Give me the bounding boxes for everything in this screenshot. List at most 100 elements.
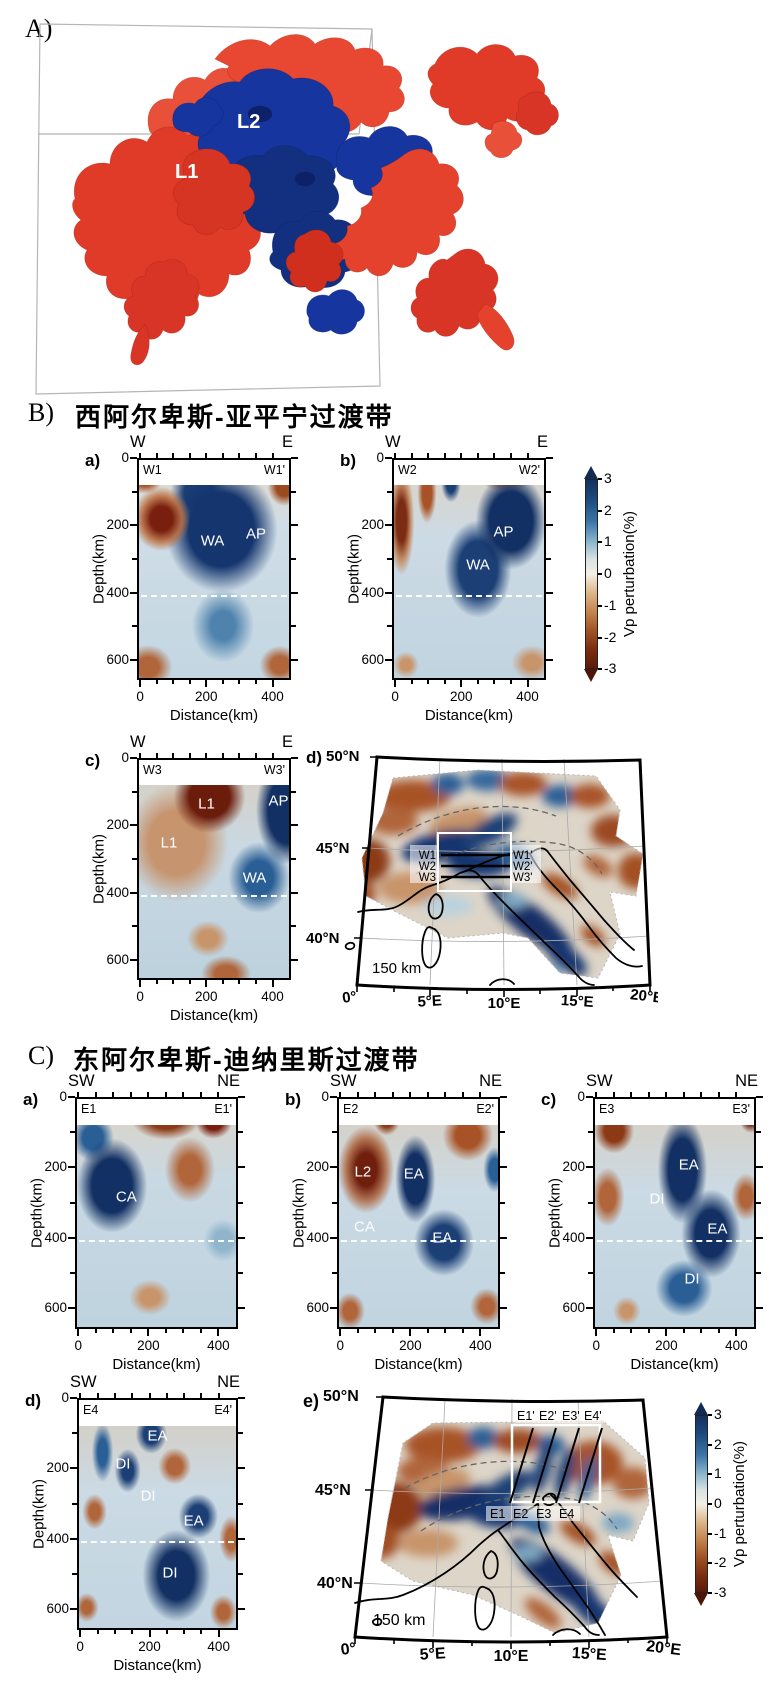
- direction-label-right: NE: [217, 1373, 240, 1391]
- anomaly-label: DI: [649, 1190, 665, 1208]
- panel-b-title: 西阿尔卑斯-亚平宁过渡带: [75, 402, 394, 432]
- direction-label-left: W: [385, 433, 401, 451]
- axis-tick: [130, 524, 137, 527]
- axis-tick: [332, 1271, 337, 1274]
- profile-end-label: E4': [214, 1403, 232, 1417]
- axis-tick: [588, 1201, 593, 1204]
- axis-tick: [164, 1329, 167, 1333]
- axis-tick: [147, 1092, 150, 1097]
- colorbar-tick: 0: [598, 565, 612, 581]
- axis-tick: [148, 1393, 151, 1398]
- axis-tick: [70, 1131, 75, 1134]
- profile-label: E2': [539, 1409, 557, 1423]
- profile-label: E4: [559, 1507, 574, 1521]
- direction-label-left: W: [130, 733, 146, 751]
- anomaly-label: EA: [707, 1220, 728, 1238]
- axis-tick: [385, 524, 392, 527]
- axis-tick: [238, 1467, 245, 1470]
- axis-tick: [291, 490, 296, 493]
- axis-tick: [255, 680, 257, 684]
- depth-tick-label: 0: [61, 1390, 69, 1405]
- axis-tick: [291, 790, 296, 793]
- axis-tick: [238, 1201, 243, 1204]
- distance-tick-label: 0: [136, 989, 144, 1004]
- direction-label-left: SW: [586, 1072, 613, 1090]
- lon-label: 0°: [341, 988, 357, 1007]
- cross-section-plot: E1 E1' CA: [75, 1097, 238, 1329]
- axis-tick: [546, 557, 551, 560]
- direction-label-right: E: [281, 733, 293, 751]
- axis-tick: [391, 1329, 394, 1333]
- distance-tick-label: 200: [195, 989, 218, 1004]
- axis-tick: [291, 891, 298, 894]
- anomaly-label: L2: [354, 1163, 372, 1181]
- depth-tick-label: 0: [376, 450, 384, 465]
- axis-tick: [291, 925, 296, 928]
- axis-tick: [148, 1630, 151, 1637]
- panel-a: A): [0, 0, 783, 400]
- axis-tick: [387, 625, 392, 628]
- profile-end-label: E3': [732, 1102, 750, 1116]
- axis-tick: [479, 1092, 482, 1097]
- distance-tick-label: 0: [136, 689, 144, 704]
- colorbar-tick: 2: [598, 502, 612, 518]
- axis-tick: [588, 1131, 593, 1134]
- direction-label-right: E: [536, 433, 548, 451]
- axis-tick: [735, 1329, 738, 1336]
- axis-tick: [409, 1092, 412, 1097]
- axis-tick: [546, 490, 551, 493]
- axis-tick: [291, 658, 298, 661]
- direction-label-right: E: [281, 433, 293, 451]
- depth-slice-label: 150 km: [373, 1612, 425, 1629]
- anomaly-label: EA: [403, 1165, 424, 1183]
- frame-ticks: [354, 1396, 668, 1649]
- axis-tick: [155, 980, 158, 984]
- axis-tick: [476, 453, 479, 458]
- profile-label: E1': [517, 1409, 535, 1423]
- axis-tick: [332, 1131, 337, 1134]
- direction-label-right: NE: [217, 1072, 240, 1090]
- axis-tick: [410, 453, 413, 458]
- axis-tick: [113, 1393, 116, 1398]
- distance-tick-label: 400: [207, 1639, 230, 1654]
- axis-tick: [72, 1432, 77, 1435]
- axis-tick: [500, 1096, 507, 1098]
- lon-label: 5°E: [417, 992, 442, 1010]
- axis-tick: [588, 1271, 593, 1274]
- axis-tick: [70, 1537, 77, 1540]
- distance-tick-label: 0: [391, 689, 399, 704]
- axis-tick: [630, 1329, 633, 1333]
- profile-end-label: E2': [476, 1102, 494, 1116]
- colorbar-tick: -1: [597, 597, 617, 613]
- axis-tick: [339, 1329, 342, 1336]
- axis-tick: [217, 1630, 220, 1637]
- distance-axis-label: Distance(km): [630, 1356, 719, 1373]
- profile-end-label: W1': [263, 463, 285, 477]
- axis-tick: [130, 824, 137, 827]
- profile-end-label: E1': [214, 1102, 232, 1116]
- axis-tick: [426, 1329, 429, 1333]
- anomaly-label: EA: [678, 1156, 699, 1174]
- axis-tick: [238, 453, 241, 458]
- profile-start-label: W1: [143, 463, 162, 477]
- axis-tick: [77, 1329, 80, 1336]
- axis-tick: [139, 453, 142, 458]
- axis-tick: [682, 1329, 685, 1333]
- axis-tick: [221, 980, 224, 984]
- distance-axis-label: Distance(km): [374, 1356, 463, 1373]
- surface-strip: [77, 1099, 236, 1126]
- axis-tick: [132, 490, 137, 493]
- direction-label-right: NE: [479, 1072, 502, 1090]
- axis-tick: [221, 680, 224, 684]
- axis-tick: [546, 524, 553, 527]
- axis-tick: [238, 1432, 243, 1435]
- profile-end-label: W2': [518, 463, 540, 477]
- axis-tick: [595, 1092, 598, 1097]
- colorbar-axis-label: Vp perturbation(%): [621, 511, 638, 637]
- axis-tick: [94, 1329, 97, 1333]
- axis-tick: [238, 1096, 245, 1098]
- lon-label: 20°E: [645, 1638, 682, 1659]
- axis-tick: [172, 753, 175, 758]
- axis-tick: [172, 680, 175, 684]
- profile-label: E2: [513, 1507, 528, 1521]
